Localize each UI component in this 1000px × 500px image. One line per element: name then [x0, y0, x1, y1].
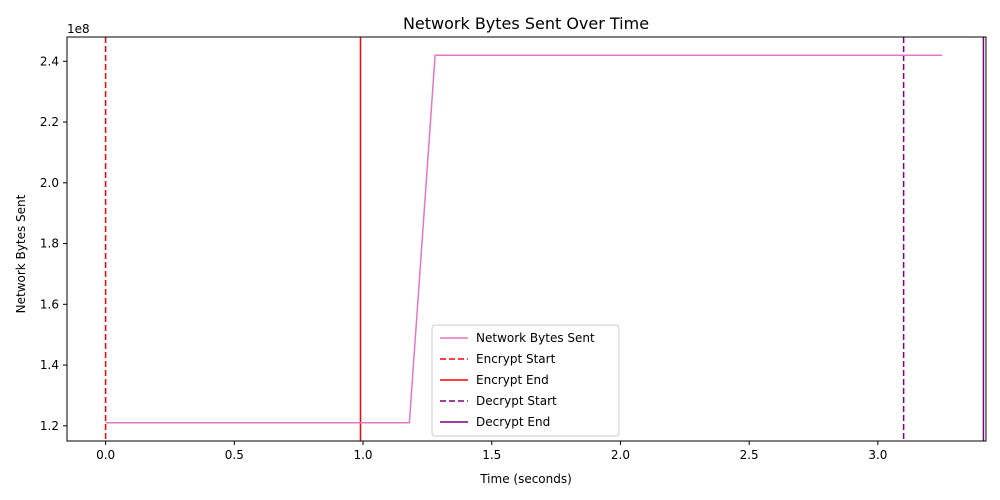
plot-frame [66, 36, 987, 442]
x-tick-label: 1.5 [482, 448, 501, 462]
x-axis-ticks: 0.0 0.5 1.0 1.5 2.0 2.5 3.0 [96, 441, 887, 462]
legend-box [431, 324, 620, 437]
series-line-network-bytes-sent [105, 54, 943, 424]
y-tick-label: 1.8 [40, 237, 59, 251]
y-tick-label: 2.2 [40, 115, 59, 129]
x-tick-label: 0.5 [225, 448, 244, 462]
legend-entry-label: Decrypt Start [476, 394, 557, 408]
y-multiplier-label: 1e8 [67, 22, 90, 36]
legend-entry-label: Decrypt End [476, 415, 550, 429]
y-axis-ticks: 1.2 1.4 1.6 1.8 2.0 2.2 2.4 [40, 54, 67, 433]
x-tick-label: 2.0 [611, 448, 630, 462]
legend-entry-label: Encrypt End [476, 373, 549, 387]
y-tick-label: 1.4 [40, 358, 59, 372]
legend: Network Bytes Sent Encrypt Start Encrypt E… [431, 324, 620, 437]
legend-entry-label: Network Bytes Sent [476, 331, 595, 345]
x-axis-label: Time (seconds) [479, 472, 572, 486]
series-lines [105, 54, 943, 424]
x-tick-label: 1.0 [353, 448, 372, 462]
y-tick-label: 1.2 [40, 419, 59, 433]
x-tick-label: 3.0 [868, 448, 887, 462]
x-tick-label: 0.0 [96, 448, 115, 462]
y-tick-label: 1.6 [40, 297, 59, 311]
legend-entry-label: Encrypt Start [476, 352, 556, 366]
y-axis-label: Network Bytes Sent [14, 194, 28, 313]
y-tick-label: 2.4 [40, 54, 59, 68]
x-tick-label: 2.5 [740, 448, 759, 462]
y-tick-label: 2.0 [40, 176, 59, 190]
reference-lines [104, 37, 985, 441]
chart-title: Network Bytes Sent Over Time [403, 14, 649, 33]
